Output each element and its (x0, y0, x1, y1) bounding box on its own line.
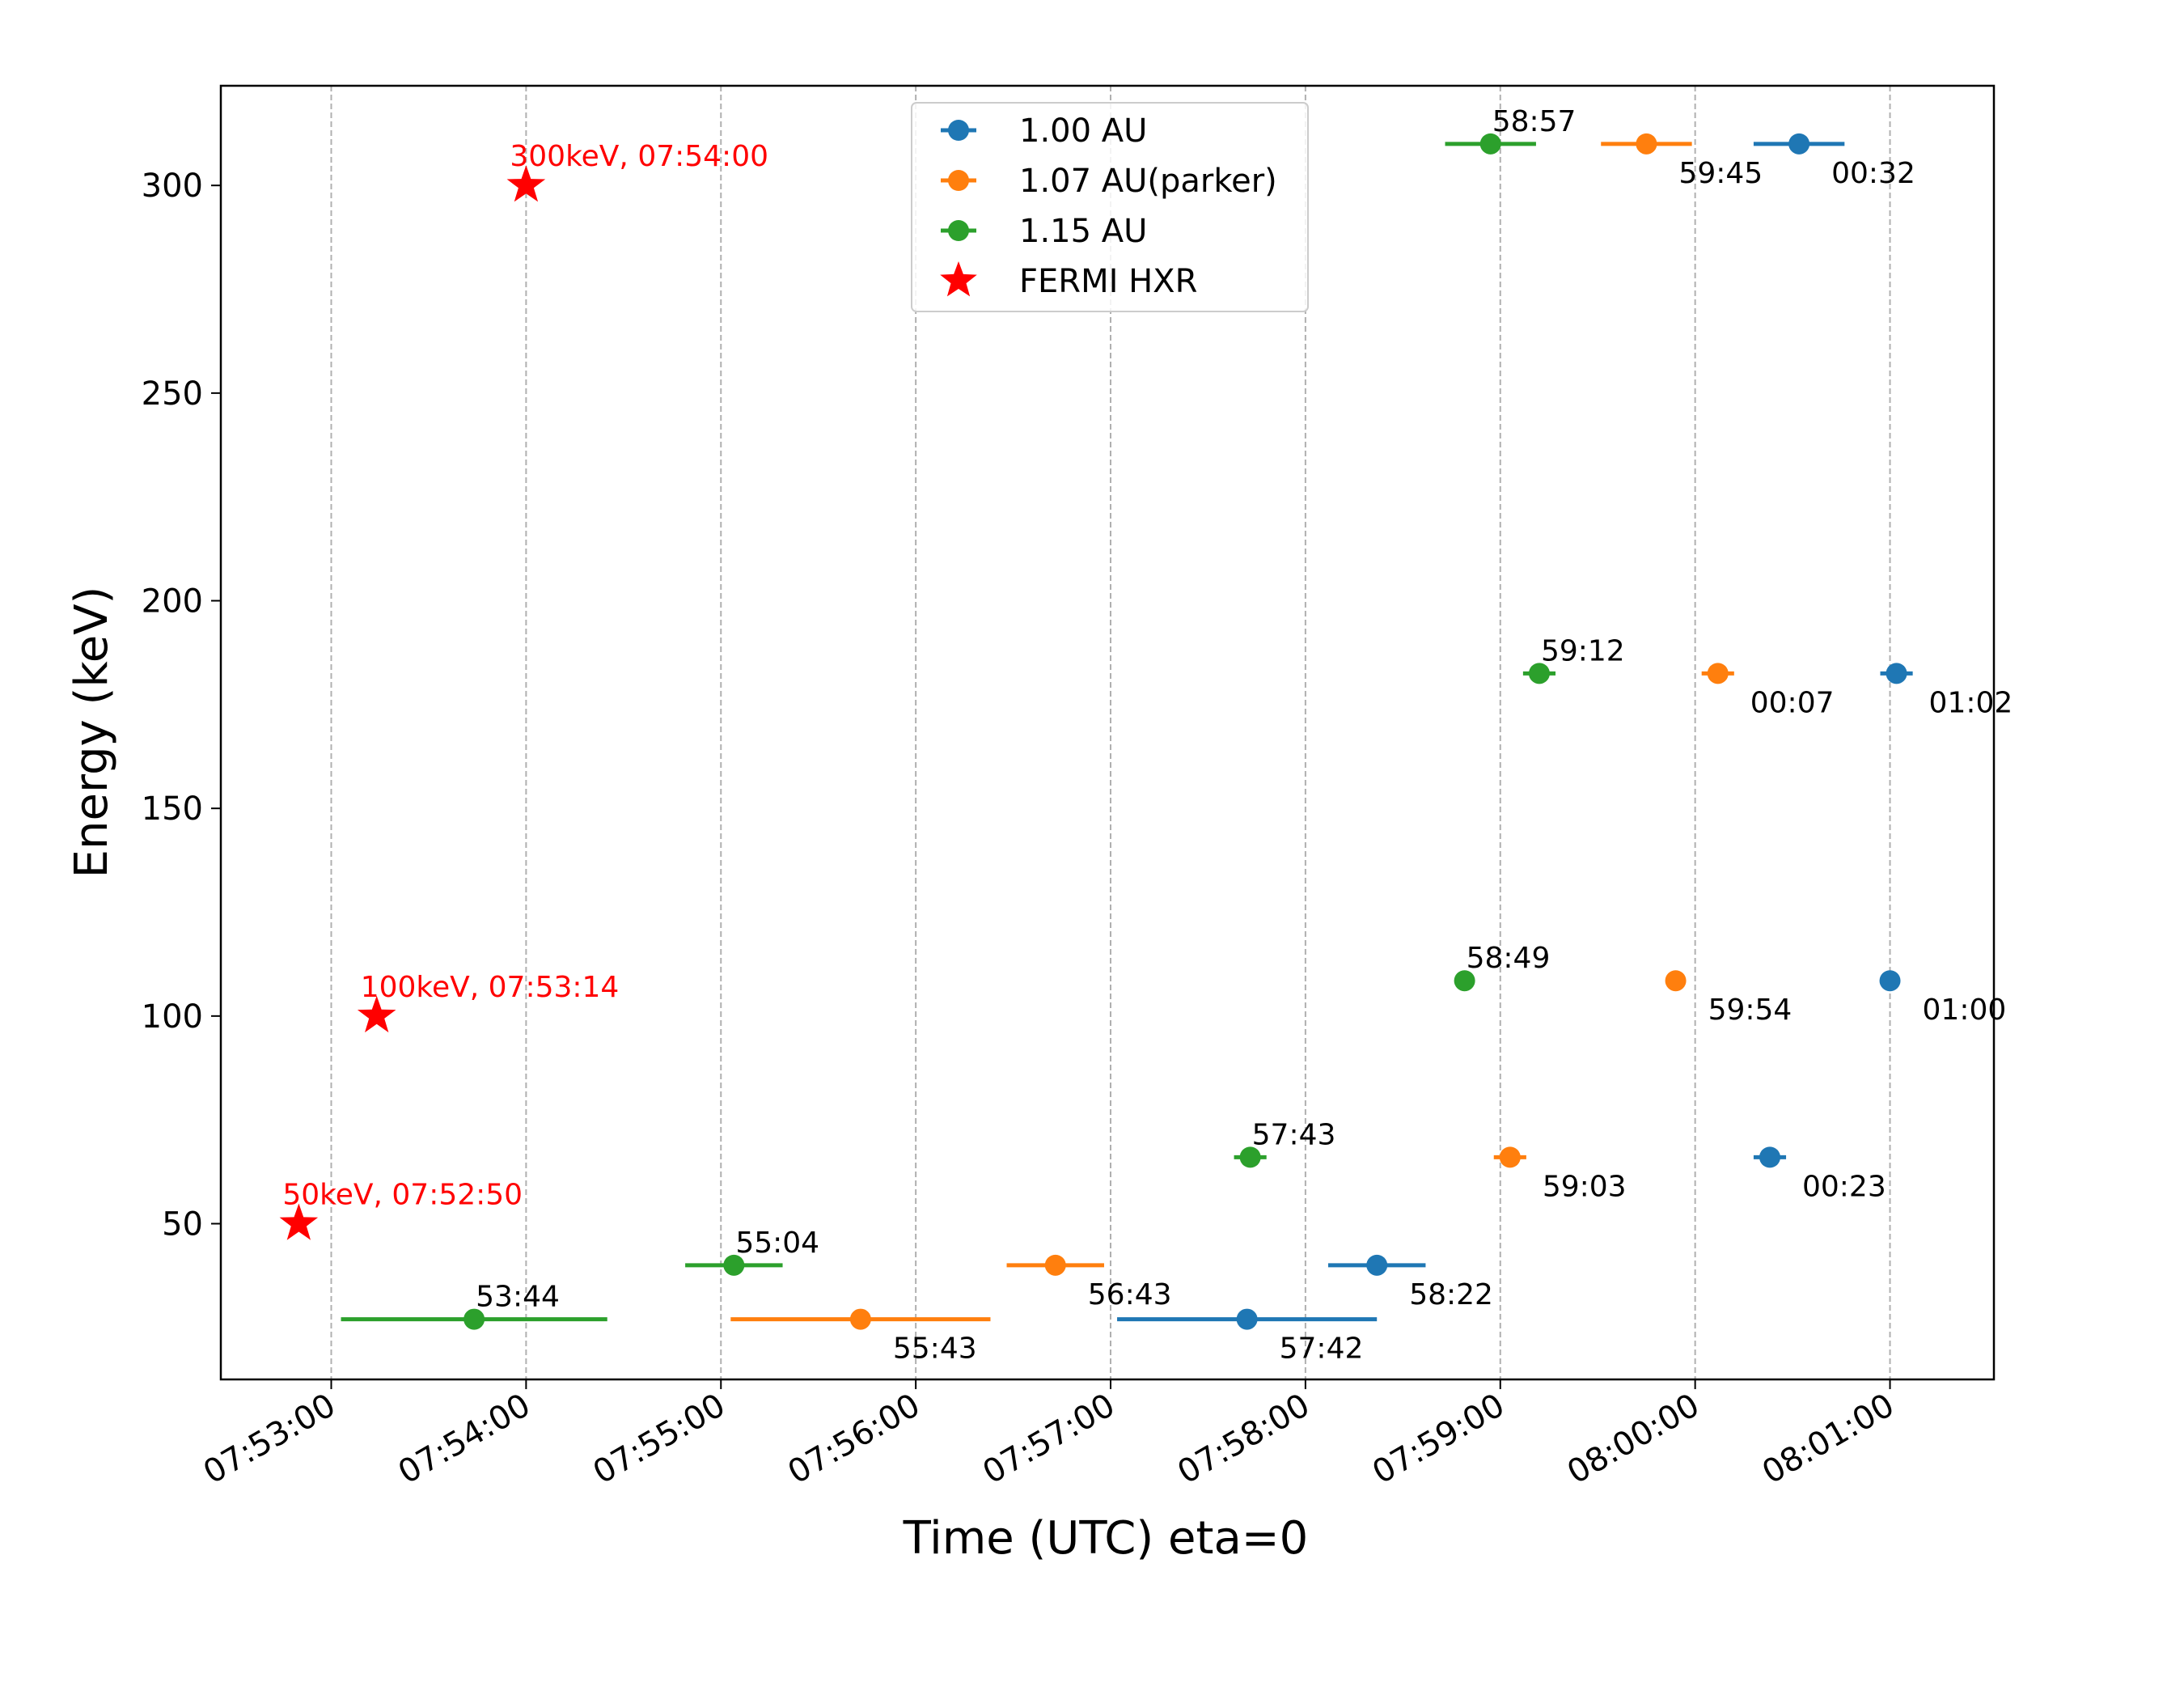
1-00-au-point-label: 01:00 (1923, 994, 2007, 1027)
1-00-au-point (1886, 663, 1907, 684)
legend-swatch-star (940, 261, 977, 297)
legend-swatch-marker (948, 120, 969, 141)
1-15-au-point (1479, 133, 1501, 155)
1-00-au-point (1759, 1146, 1780, 1168)
1-15-au-point (463, 1308, 485, 1330)
1-00-au-point (1788, 133, 1810, 155)
1-07-au-parker-point-label: 55:43 (893, 1333, 977, 1366)
1-15-au-point (1528, 663, 1550, 684)
fermi-hxr-point-label: 300keV, 07:54:00 (510, 140, 768, 173)
y-axis-label: Energy (keV) (66, 587, 118, 879)
y-tick-label: 100 (142, 998, 203, 1036)
legend-entry-label: 1.00 AU (1019, 112, 1147, 150)
legend-entry-label: 1.07 AU(parker) (1019, 163, 1277, 200)
1-00-au-point-label: 00:32 (1831, 157, 1915, 190)
point-label-layer: 57:42 58:22 00:23 01:00 01:02 00:32 55:43 56:43… (282, 105, 2013, 1366)
1-15-au-point (1239, 1146, 1261, 1168)
1-07-au-parker-point (849, 1308, 871, 1330)
x-axis-label: Time (UTC) eta=0 (903, 1512, 1309, 1565)
y-tick-label: 300 (142, 167, 203, 205)
1-15-au-point-label: 53:44 (476, 1281, 560, 1314)
marker-layer (279, 133, 1907, 1330)
1-00-au-point (1879, 970, 1901, 992)
fermi-hxr-point-label: 50keV, 07:52:50 (282, 1179, 523, 1212)
1-07-au-parker-point-label: 00:07 (1750, 686, 1835, 719)
1-15-au-point (723, 1254, 745, 1276)
fermi-hxr-star (506, 165, 546, 202)
1-07-au-parker-point (1044, 1254, 1066, 1276)
1-00-au-point-label: 00:23 (1802, 1170, 1886, 1203)
1-07-au-parker-point-label: 59:45 (1678, 157, 1763, 190)
fermi-hxr-star (357, 995, 396, 1033)
1-15-au-point-label: 55:04 (735, 1227, 819, 1260)
1-15-au-point-label: 58:49 (1467, 942, 1551, 975)
legend-swatch-marker (948, 170, 969, 191)
1-00-au-point-label: 58:22 (1409, 1278, 1493, 1311)
legend-entry-label: 1.15 AU (1019, 213, 1147, 250)
1-07-au-parker-point-label: 59:03 (1543, 1170, 1627, 1203)
1-07-au-parker-point (1636, 133, 1657, 155)
plot-frame (219, 84, 1996, 1381)
fermi-hxr-star (279, 1203, 319, 1240)
y-tick-label: 150 (142, 790, 203, 828)
1-07-au-parker-point-label: 59:54 (1708, 994, 1792, 1027)
y-axis: 50 100 150 200 250 300 (142, 167, 221, 1244)
1-00-au-point-label: 01:02 (1929, 686, 2013, 719)
1-07-au-parker-point (1499, 1146, 1521, 1168)
1-00-au-point (1366, 1254, 1388, 1276)
1-15-au-point (1454, 970, 1475, 992)
legend: 1.00 AU 1.07 AU(parker) 1.15 AU FERMI HXR (911, 102, 1309, 312)
1-07-au-parker-point (1707, 663, 1729, 684)
legend-entry-label: FERMI HXR (1019, 263, 1197, 300)
fermi-hxr-point-label: 100keV, 07:53:14 (361, 971, 620, 1004)
1-15-au-point-label: 59:12 (1541, 634, 1625, 667)
y-tick-label: 200 (142, 583, 203, 621)
1-07-au-parker-point-label: 56:43 (1088, 1278, 1172, 1311)
1-00-au-point (1236, 1308, 1258, 1330)
y-tick-label: 50 (162, 1206, 203, 1244)
legend-swatch-marker (948, 220, 969, 241)
1-00-au-point-label: 57:42 (1280, 1333, 1364, 1366)
y-tick-label: 250 (142, 375, 203, 413)
1-15-au-point-label: 57:43 (1252, 1118, 1336, 1151)
1-15-au-point-label: 58:57 (1492, 105, 1577, 138)
legend-box (911, 102, 1309, 312)
1-07-au-parker-point (1665, 970, 1687, 992)
